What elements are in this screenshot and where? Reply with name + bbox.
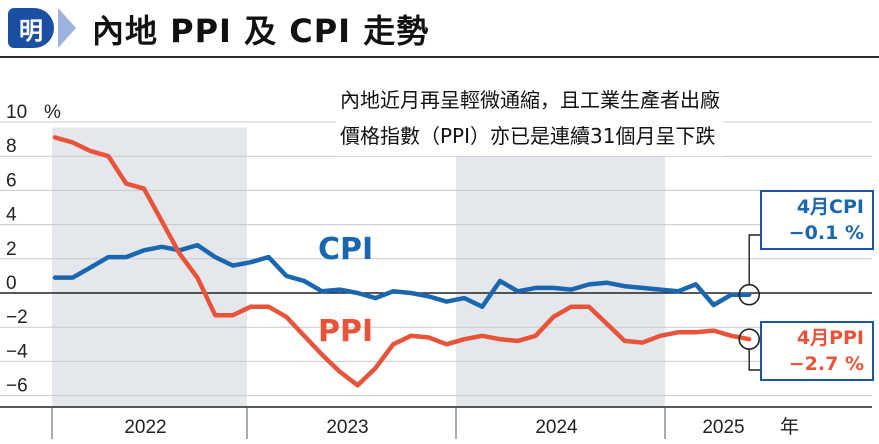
y-tick-label: 6 [6, 170, 17, 191]
x-tick-labels: 2022 2023 2024 2025 [51, 407, 745, 439]
year-band-2022 [52, 127, 247, 407]
chart-title: 內地 PPI 及 CPI 走勢 [92, 12, 430, 50]
y-tick-label: 10 [6, 102, 27, 123]
y-tick-label: 2 [6, 239, 17, 260]
ppi-callout: 4月PPI −2.7 % [760, 321, 874, 381]
series-line-ppi [52, 135, 752, 388]
cpi-callout-value: −0.1 % [788, 222, 864, 244]
x-unit-label: 年 [780, 416, 799, 438]
annotation-line-2: 價格指數（PPI）亦已是連續31個月呈下跌 [340, 124, 716, 148]
ppi-leader-line [748, 349, 760, 371]
year-band-2024 [456, 127, 665, 407]
series-lines [52, 135, 752, 388]
ppi-callout-label: 4月PPI [796, 327, 864, 349]
cpi-leader-line [748, 234, 760, 285]
callout-leaders [738, 234, 761, 371]
y-unit-label: % [44, 102, 61, 123]
y-tick-label: 0 [6, 273, 17, 294]
annotation-line-1: 內地近月再呈輕微通縮，且工業生產者出廠 [340, 88, 720, 112]
title-divider [0, 56, 879, 58]
y-tick-label: −6 [6, 376, 28, 397]
logo-arrow-icon [58, 8, 76, 48]
brand-logo: 明 [8, 8, 54, 48]
title-bar: 明 內地 PPI 及 CPI 走勢 [0, 0, 879, 58]
y-tick-label: 8 [6, 136, 17, 157]
x-tick-label: 2022 [124, 417, 166, 438]
cpi-callout: 4月CPI −0.1 % [760, 190, 874, 250]
cpi-series-label: CPI [318, 232, 374, 267]
ppi-series-label: PPI [318, 314, 374, 349]
year-bands [52, 127, 665, 407]
y-tick-labels: 10 8 6 4 2 0 −2 −4 −6 [6, 102, 28, 397]
x-tick-label: 2025 [702, 417, 744, 438]
ppi-callout-value: −2.7 % [788, 353, 864, 375]
line-chart: 10 8 6 4 2 0 −2 −4 −6 % 2022 2023 2024 2025 年 [0, 102, 872, 439]
series-line-cpi [52, 242, 752, 309]
chart-annotation: 內地近月再呈輕微通縮，且工業生產者出廠 價格指數（PPI）亦已是連續31個月呈下… [336, 80, 724, 156]
y-tick-label: −2 [6, 307, 28, 328]
y-tick-label: −4 [6, 341, 28, 362]
logo-char: 明 [19, 16, 43, 45]
x-tick-label: 2024 [535, 417, 578, 438]
x-tick-label: 2023 [326, 417, 368, 438]
cpi-callout-label: 4月CPI [796, 196, 864, 218]
y-tick-label: 4 [6, 205, 17, 226]
